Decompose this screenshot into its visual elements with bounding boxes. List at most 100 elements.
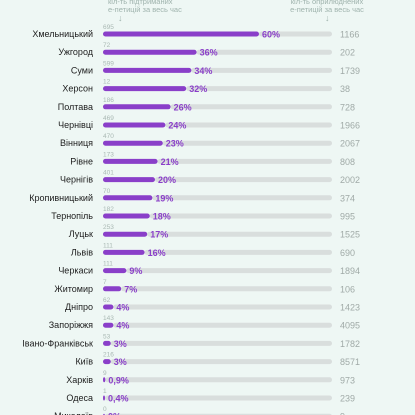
- bar-track: [162, 140, 332, 146]
- percent-label: 0,4%: [108, 394, 129, 404]
- bar-track: [157, 158, 332, 164]
- bar-track: [126, 268, 333, 274]
- published-count: 2067: [340, 139, 360, 149]
- percent-label: 4%: [116, 321, 129, 331]
- bar: [103, 286, 122, 292]
- bar: [103, 177, 155, 183]
- percent-label: 18%: [153, 212, 171, 222]
- published-count: 2002: [340, 175, 360, 185]
- supported-count: 401: [103, 170, 114, 177]
- percent-label: 34%: [194, 66, 212, 76]
- supported-count: 470: [103, 133, 114, 140]
- published-count: 1894: [340, 266, 360, 276]
- bar-track: [121, 286, 332, 292]
- bar: [103, 31, 259, 37]
- percent-label: 4%: [116, 303, 129, 313]
- bar: [103, 322, 114, 328]
- bar-track: [110, 340, 332, 346]
- supported-count: 72: [103, 42, 111, 49]
- published-count: 374: [340, 193, 355, 203]
- city-label: Житомир: [54, 284, 93, 294]
- published-count: 9: [340, 412, 345, 415]
- city-label: Миколаїв: [54, 411, 93, 415]
- city-label: Львів: [71, 247, 93, 257]
- published-count: 202: [340, 48, 355, 58]
- city-label: Чернігів: [60, 175, 93, 185]
- percent-label: 19%: [155, 193, 173, 203]
- percent-label: 26%: [174, 102, 192, 112]
- published-count: 1423: [340, 303, 360, 313]
- published-count: 1166: [340, 30, 359, 40]
- city-label: Івано-Франківськ: [22, 338, 93, 348]
- bar-track: [149, 213, 332, 219]
- bar: [103, 86, 187, 92]
- percent-label: 32%: [189, 84, 207, 94]
- city-label: Вінниця: [60, 138, 93, 148]
- supported-count: 216: [103, 352, 114, 359]
- bar: [103, 304, 114, 310]
- percent-label: 24%: [168, 121, 186, 131]
- supported-count: 173: [103, 151, 114, 158]
- city-label: Одеса: [66, 393, 93, 403]
- bar: [103, 268, 127, 274]
- supported-count: 1: [103, 388, 107, 395]
- bar: [103, 67, 192, 73]
- percent-label: 36%: [200, 48, 218, 58]
- supported-count: 186: [103, 97, 114, 104]
- city-label: Харків: [66, 375, 93, 385]
- published-count: 4095: [340, 321, 360, 331]
- percent-label: 60%: [262, 30, 280, 40]
- bar-track: [113, 304, 333, 310]
- supported-count: 111: [103, 261, 113, 268]
- supported-count: 62: [103, 297, 111, 304]
- published-count: 808: [340, 157, 355, 167]
- city-label: Хмельницький: [32, 29, 93, 39]
- percent-label: 3%: [114, 357, 127, 367]
- bar-track: [196, 49, 332, 55]
- published-count: 8571: [340, 357, 360, 367]
- supported-count: 70: [103, 188, 111, 195]
- city-label: Чернівці: [58, 120, 93, 130]
- published-count: 1782: [340, 339, 360, 349]
- bar: [103, 195, 153, 201]
- bar: [103, 359, 111, 365]
- bar-track: [110, 359, 332, 365]
- published-petitions-caption: кіл-ть оприлюднених е-петицій за весь ча…: [290, 0, 364, 14]
- percent-label: 0%: [108, 412, 121, 415]
- percent-label: 17%: [150, 230, 168, 240]
- bar: [103, 249, 145, 255]
- city-label: Запоріжжя: [49, 320, 93, 330]
- city-label: Херсон: [62, 84, 93, 94]
- bar: [103, 377, 106, 383]
- supported-count: 53: [103, 333, 111, 340]
- bar: [103, 158, 158, 164]
- percent-label: 20%: [158, 175, 176, 185]
- supported-count: 469: [103, 115, 114, 122]
- published-count: 995: [340, 212, 355, 222]
- bar: [103, 104, 171, 110]
- city-label: Кропивницький: [29, 193, 93, 203]
- city-label: Київ: [75, 357, 93, 367]
- published-count: 38: [340, 84, 350, 94]
- percent-label: 16%: [148, 248, 166, 258]
- city-label: Полтава: [58, 102, 93, 112]
- bar-track: [113, 322, 333, 328]
- published-count: 1525: [340, 230, 360, 240]
- city-label: Ужгород: [58, 47, 93, 57]
- bar-track: [144, 249, 332, 255]
- percent-label: 21%: [161, 157, 179, 167]
- supported-count: 253: [103, 224, 114, 231]
- chart-header: кіл-ть підтриманих е-петицій за весь час…: [0, 0, 415, 26]
- bar-track: [165, 122, 332, 128]
- published-count: 1966: [340, 121, 360, 131]
- bar: [103, 340, 111, 346]
- percent-label: 3%: [114, 339, 127, 349]
- supported-count: 695: [103, 24, 114, 31]
- bar-track: [152, 195, 332, 201]
- bar-track: [170, 104, 332, 110]
- bar-track: [186, 86, 332, 92]
- bar-track: [105, 377, 332, 383]
- city-label: Рівне: [70, 156, 93, 166]
- city-label: Черкаси: [58, 266, 93, 276]
